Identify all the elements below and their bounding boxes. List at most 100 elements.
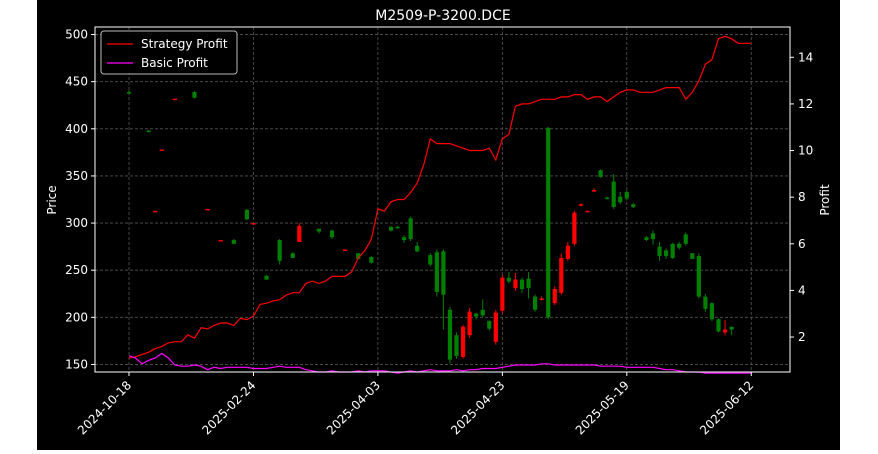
candle (591, 188, 597, 192)
candle-body (126, 92, 132, 94)
candle (559, 253, 564, 295)
candle-body (690, 253, 695, 259)
candle (434, 249, 439, 297)
candle-body (644, 237, 649, 241)
candle-body (434, 252, 439, 292)
candle-body (500, 277, 505, 311)
candle-body (441, 251, 446, 295)
candle (153, 210, 158, 213)
candle (709, 302, 715, 322)
candle (297, 223, 302, 242)
plot-frame (94, 26, 791, 373)
candle (539, 296, 544, 301)
candle-body (683, 234, 688, 244)
candle-body (631, 204, 636, 208)
candle-body (480, 309, 485, 316)
candle (441, 249, 446, 330)
candle (205, 208, 210, 211)
candle-body (264, 275, 269, 280)
candle-body (329, 230, 335, 238)
candle (447, 306, 453, 364)
candle-body (493, 312, 498, 342)
candles (126, 90, 734, 364)
y-tick-label-left: 500 (65, 28, 88, 42)
candle (146, 129, 151, 133)
candle-body (591, 190, 597, 192)
candle-body (487, 321, 492, 329)
x-tick-label: 2025-04-03 (324, 378, 383, 437)
candle-body (657, 246, 662, 257)
candle-body (454, 335, 459, 356)
x-tick-label: 2025-02-24 (199, 378, 258, 437)
candle (546, 126, 551, 320)
candle (611, 174, 616, 209)
y-tick-label-left: 350 (65, 169, 88, 183)
candle-body (703, 296, 708, 309)
candle (244, 208, 249, 221)
candle (578, 203, 584, 207)
candle (428, 253, 433, 267)
candle (722, 320, 728, 336)
legend-strategy-label: Strategy Profit (141, 37, 228, 51)
y-tick-label-left: 150 (65, 357, 88, 371)
candle-body (172, 98, 177, 101)
candle-body (388, 226, 394, 231)
candle (696, 253, 701, 299)
y-tick-label-right: 8 (798, 190, 806, 204)
candle (415, 241, 420, 253)
candle-body (316, 228, 322, 232)
strategy-profit-line (128, 35, 752, 359)
x-tick-label: 2025-05-19 (573, 378, 632, 437)
candle-body (533, 296, 538, 310)
candle-body (218, 240, 223, 242)
candle-body (408, 218, 413, 240)
candle-body (467, 311, 472, 336)
candle (506, 272, 511, 284)
candle-body (552, 289, 557, 304)
candle-body (670, 243, 675, 258)
legend-box (100, 30, 238, 75)
candle-body (618, 196, 623, 203)
candle-body (565, 245, 570, 259)
candle (231, 239, 236, 244)
candle-body (624, 191, 629, 199)
candle-body (729, 326, 734, 330)
candle (677, 241, 682, 250)
candle-body (526, 278, 531, 289)
candle (500, 274, 505, 314)
candle (533, 294, 538, 312)
candle-body (474, 313, 479, 317)
candle-body (460, 326, 466, 357)
candle (690, 253, 695, 259)
grid (95, 27, 790, 372)
candle-body (192, 92, 197, 98)
candle (703, 293, 708, 312)
candle (192, 91, 197, 99)
candle (572, 210, 577, 246)
candle-body (415, 245, 420, 252)
candle (474, 312, 479, 320)
y-tick-label-left: 450 (65, 75, 88, 89)
chart-figure: 150 200 250 300 350 400 450 500 2 4 6 8 10 12 14 2024-1… (37, 0, 840, 450)
candle-body (395, 226, 400, 229)
x-tick-label: 2025-06-12 (697, 378, 756, 437)
candle (172, 98, 177, 101)
candle (480, 299, 485, 318)
candle (552, 286, 557, 306)
candle-body (205, 208, 210, 211)
candle (487, 320, 492, 331)
candle (605, 196, 610, 200)
y-tick-label-right: 14 (798, 50, 813, 64)
candle-body (585, 210, 590, 213)
candle-body (159, 149, 164, 152)
candle-body (605, 197, 610, 200)
candle-body (277, 240, 282, 261)
candle (251, 223, 256, 225)
candle-body (664, 250, 669, 257)
candle-body (559, 257, 564, 293)
candle-body (506, 277, 511, 282)
y-tick-label-right: 12 (798, 97, 813, 111)
candle (644, 236, 649, 241)
candle (618, 191, 623, 205)
candle (454, 332, 459, 359)
